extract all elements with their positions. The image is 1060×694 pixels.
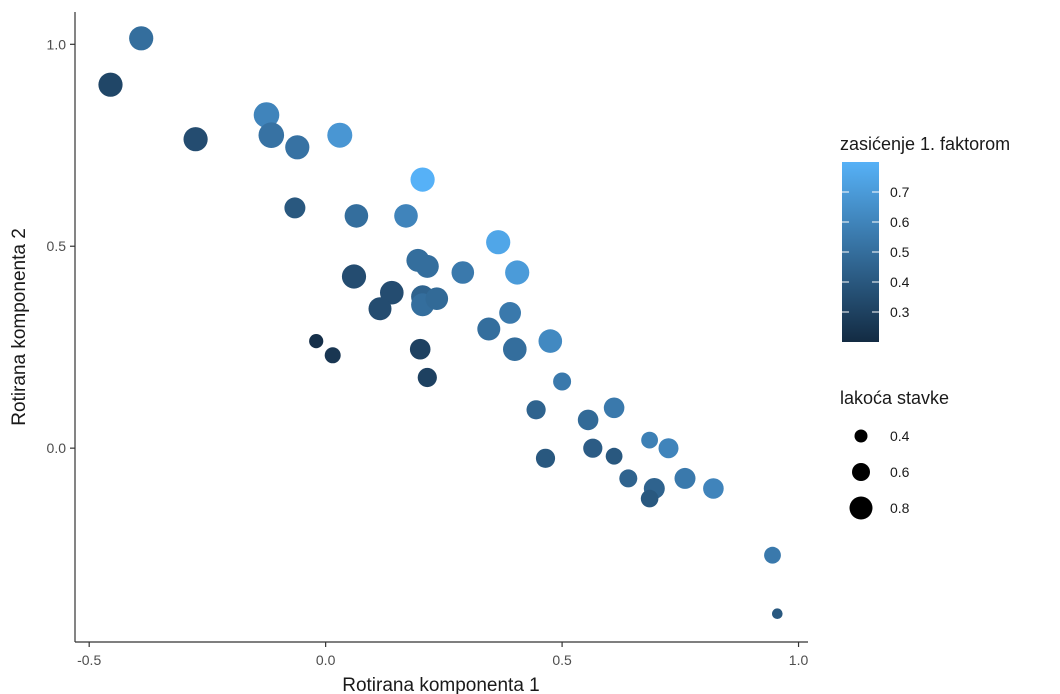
data-point [410,167,435,192]
data-point [309,334,324,349]
y-tick-label: 0.0 [47,440,67,456]
data-point [503,337,527,362]
data-point [553,372,572,391]
data-point [658,438,679,459]
data-point [538,329,563,353]
color-legend-label: 0.6 [890,214,910,230]
data-point [772,608,783,619]
color-legend-label: 0.4 [890,274,910,290]
color-legend-label: 0.7 [890,184,910,200]
color-legend-ticks: 0.7 0.6 0.5 0.4 0.3 [842,184,910,320]
data-point [327,122,353,148]
size-legend-label: 0.4 [890,428,910,444]
data-point [619,469,638,488]
data-point [284,197,306,219]
data-point [258,122,285,148]
data-point [583,438,603,458]
y-tick-label: 1.0 [47,36,67,52]
data-point [641,431,658,449]
data-point [674,467,696,489]
data-point [640,489,659,508]
size-legend-dot [852,463,870,481]
size-legend: lakoća stavke 0.4 0.6 0.8 [840,388,949,520]
data-point [417,367,437,388]
data-point [499,302,521,324]
x-tick-label: -0.5 [77,652,101,668]
size-legend-dot [849,496,873,520]
color-legend-label: 0.5 [890,244,910,260]
y-axis-title: Rotirana komponenta 2 [9,228,30,426]
data-point [394,204,418,228]
data-point [368,297,392,321]
size-legend-label: 0.6 [890,464,910,480]
data-point [98,72,123,97]
data-point [486,230,511,255]
data-point [341,264,367,289]
color-legend-label: 0.3 [890,304,910,320]
data-point [477,317,501,341]
size-legend-items: 0.4 0.6 0.8 [849,428,910,520]
size-legend-title: lakoća stavke [840,388,949,408]
data-point [253,102,280,128]
size-legend-dot [854,429,868,443]
data-point [380,280,404,305]
x-tick-label: 0.0 [316,652,336,668]
x-tick-label: 1.0 [789,652,809,668]
data-point [425,287,449,311]
data-point [703,478,724,499]
data-point [605,447,623,465]
data-point [577,409,599,431]
x-axis-title: Rotirana komponenta 1 [342,675,540,694]
size-legend-label: 0.8 [890,500,910,516]
y-tick-label: 0.5 [47,238,67,254]
data-point [409,338,431,360]
data-point [535,448,556,468]
data-point [344,204,369,228]
data-point [183,127,208,152]
color-legend-title: zasićenje 1. faktorom [840,134,1010,154]
data-point [764,546,781,564]
data-point [415,254,439,278]
data-point [324,347,341,364]
data-point [129,26,154,51]
points-layer [98,26,783,619]
y-axis-ticks: 0.0 0.5 1.0 [47,36,75,456]
data-point [505,260,530,285]
color-legend: zasićenje 1. faktorom 0.7 0.6 0.5 0.4 0.3 [840,134,1010,342]
x-axis-ticks: -0.5 0.0 0.5 1.0 [77,642,808,668]
data-point [451,261,475,284]
data-point [285,135,310,160]
data-point [526,400,546,420]
data-point [603,397,625,419]
x-tick-label: 0.5 [552,652,572,668]
